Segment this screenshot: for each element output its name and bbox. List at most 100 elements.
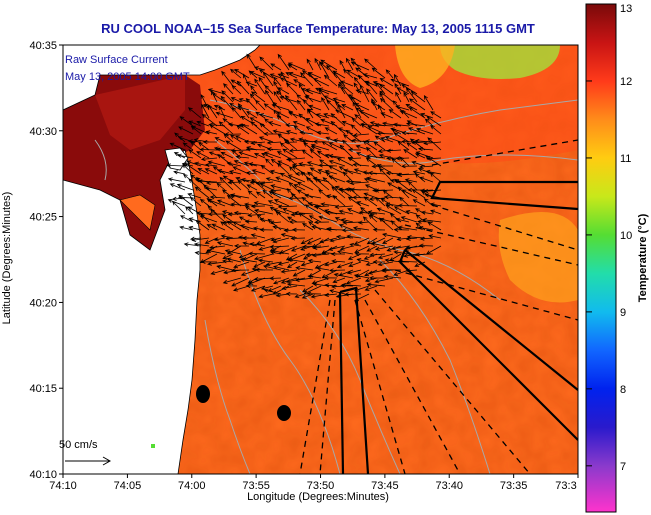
current-vector (369, 252, 386, 257)
current-vector (200, 156, 218, 162)
current-vector (355, 107, 370, 119)
current-vector (250, 91, 266, 103)
current-vector (399, 110, 418, 119)
current-vector (345, 129, 362, 143)
colorbar-tick-label: 9 (620, 307, 626, 319)
current-vector (337, 104, 346, 119)
current-vector (287, 157, 298, 167)
current-vector (306, 108, 314, 119)
current-vector (223, 133, 234, 143)
current-vector (258, 76, 266, 87)
current-vector (338, 209, 354, 215)
current-vector (381, 267, 402, 272)
current-vector (204, 168, 218, 175)
current-vector (326, 99, 338, 111)
current-vector (422, 218, 442, 223)
current-vector (287, 174, 306, 183)
current-vector (329, 237, 346, 243)
colorbar: 13 12 11 10 9 8 7 Temperature (°C) (585, 3, 649, 513)
current-vector (246, 111, 258, 119)
current-vector (304, 204, 322, 215)
current-vector (253, 261, 266, 268)
station-marker (196, 385, 210, 403)
plot-area (63, 45, 578, 474)
current-vector (425, 169, 442, 175)
current-vector (397, 186, 410, 199)
current-vector (401, 189, 418, 199)
current-vector (301, 70, 314, 79)
current-vector (430, 111, 442, 119)
current-vector (416, 127, 434, 135)
current-vector (397, 259, 418, 264)
current-vector (169, 183, 186, 191)
current-vector (325, 136, 338, 143)
current-vector (321, 141, 338, 151)
current-vector (261, 152, 274, 159)
current-vector (262, 189, 274, 199)
current-vector (353, 168, 370, 175)
current-vector (210, 269, 226, 275)
current-vector (390, 78, 410, 87)
current-vector (198, 142, 210, 151)
current-vector (379, 167, 394, 183)
current-vector (276, 162, 290, 175)
current-vector (205, 162, 218, 168)
current-vector (373, 141, 386, 151)
current-vector (414, 153, 426, 159)
current-vector (383, 195, 402, 200)
current-vector (283, 138, 298, 151)
current-vector (203, 184, 218, 199)
current-vector (410, 91, 426, 103)
current-vector (216, 199, 234, 207)
current-vector (249, 117, 266, 127)
current-vector (214, 137, 226, 143)
current-vector (264, 85, 274, 95)
x-tick-label: 73:3 (555, 480, 576, 492)
current-vector (428, 234, 442, 239)
current-vector (345, 277, 362, 285)
current-vector (190, 125, 210, 135)
current-vector (225, 236, 242, 241)
data-speck (151, 444, 155, 448)
y-axis-label: Latitude (Degrees:Minutes) (1, 192, 13, 325)
depth-contours (94, 99, 578, 474)
current-vector (245, 81, 258, 87)
current-vector (292, 120, 306, 127)
current-vector (242, 241, 258, 247)
current-vector (235, 154, 250, 160)
current-vector (324, 283, 338, 288)
current-vector (316, 130, 330, 135)
colorbar-label: Temperature (°C) (637, 213, 649, 302)
current-vector (248, 251, 266, 256)
current-vector (367, 126, 386, 135)
current-vector (380, 137, 394, 143)
current-vector (200, 94, 210, 111)
current-vector (320, 202, 338, 207)
current-vector (309, 149, 322, 159)
current-vector (201, 103, 210, 119)
current-vector (272, 208, 290, 215)
current-vector (244, 219, 258, 224)
current-vector (259, 227, 274, 232)
current-vector (200, 259, 218, 264)
current-vector (404, 178, 418, 183)
current-vector (312, 245, 330, 250)
current-vector (304, 95, 322, 103)
current-vector (201, 113, 218, 127)
current-vector (380, 112, 394, 119)
colorbar-tick-label: 7 (620, 461, 626, 473)
current-vector (218, 105, 226, 119)
current-vector (199, 147, 218, 152)
current-vector (408, 98, 426, 111)
colorbar-tick-label: 10 (620, 230, 632, 242)
current-vector (336, 157, 354, 167)
current-vector (184, 162, 202, 175)
current-vector (313, 220, 330, 225)
current-vector (266, 147, 282, 152)
current-vector (260, 285, 274, 291)
current-vector (303, 142, 314, 151)
colorbar-tick-label: 11 (620, 153, 631, 165)
current-vector (188, 149, 202, 159)
current-vector (233, 210, 250, 216)
current-vector (405, 268, 418, 273)
